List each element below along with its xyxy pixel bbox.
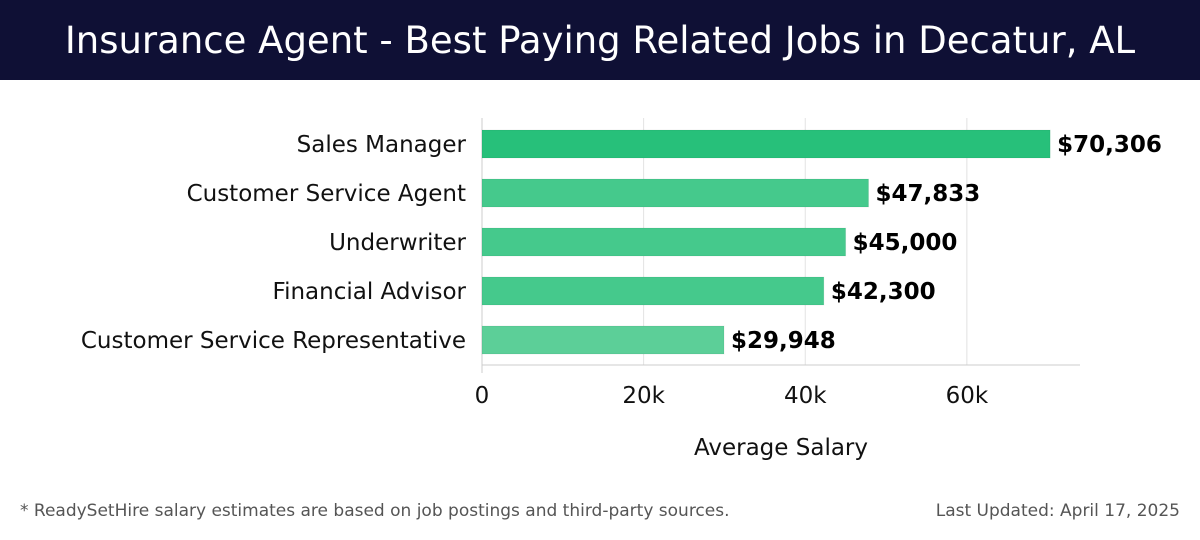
x-axis-title: Average Salary (694, 435, 868, 461)
bar (481, 227, 847, 257)
x-tick-label: 20k (622, 383, 665, 409)
x-tick-label: 40k (784, 383, 827, 409)
chart-header: Insurance Agent - Best Paying Related Jo… (0, 0, 1200, 80)
chart-title: Insurance Agent - Best Paying Related Jo… (64, 18, 1136, 62)
bar (481, 325, 725, 355)
x-tick-label: 60k (946, 383, 989, 409)
value-label: $70,306 (1057, 132, 1162, 158)
bar (481, 129, 1051, 159)
bar-chart: Sales Manager $70,306 Customer Service Age… (81, 118, 1162, 461)
bar (481, 178, 870, 208)
category-label: Customer Service Agent (187, 181, 466, 207)
x-tick-label: 0 (475, 383, 490, 409)
bar (481, 276, 825, 306)
value-label: $29,948 (731, 328, 836, 354)
value-label: $47,833 (876, 181, 981, 207)
category-label: Financial Advisor (273, 279, 467, 305)
category-label: Customer Service Representative (81, 328, 466, 354)
footer-last-updated: Last Updated: April 17, 2025 (935, 501, 1180, 521)
value-label: $42,300 (831, 279, 936, 305)
footer-disclaimer: * ReadySetHire salary estimates are base… (20, 501, 730, 521)
category-label: Sales Manager (297, 132, 467, 158)
category-label: Underwriter (329, 230, 466, 256)
value-label: $45,000 (853, 230, 958, 256)
